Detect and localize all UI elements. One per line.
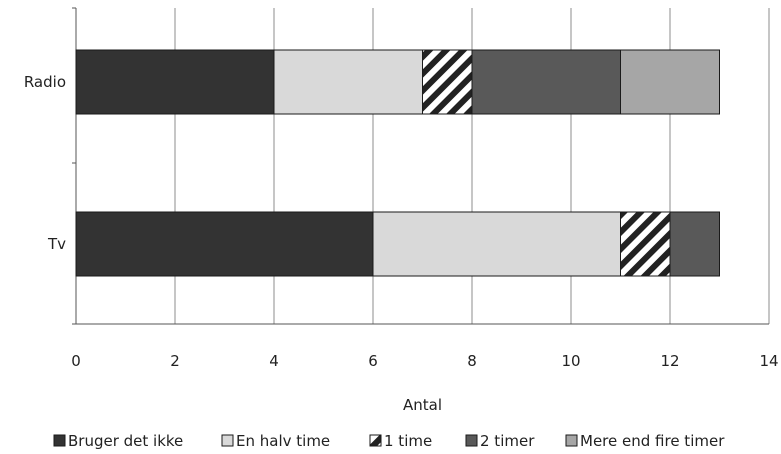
legend: Bruger det ikke En halv time 1 time 2 timer… <box>53 432 725 450</box>
legend-swatch <box>565 434 578 447</box>
bar-segment <box>471 49 621 115</box>
legend-swatch <box>465 434 478 447</box>
bar-segment <box>372 211 621 277</box>
x-tick-label: 0 <box>71 352 81 370</box>
legend-label: 1 time <box>384 432 432 450</box>
legend-label: En halv time <box>236 432 330 450</box>
bar-segment <box>620 49 720 115</box>
bar-segment <box>75 211 374 277</box>
tick-labels: 0 2 4 6 8 10 12 14 Radio Tv <box>24 73 779 370</box>
legend-label: Bruger det ikke <box>68 432 183 450</box>
bar-segment <box>75 49 275 115</box>
legend-swatch <box>221 434 234 447</box>
x-tick-label: 4 <box>269 352 279 370</box>
x-tick-label: 8 <box>467 352 477 370</box>
legend-swatch <box>53 434 66 447</box>
x-tick-label: 12 <box>660 352 679 370</box>
bar-segment <box>422 49 473 115</box>
x-tick-label: 10 <box>561 352 580 370</box>
x-axis-title: Antal <box>403 396 442 414</box>
legend-label: Mere end fire timer <box>580 432 725 450</box>
legend-label: 2 timer <box>480 432 535 450</box>
x-tick-label: 6 <box>368 352 378 370</box>
x-tick-label: 14 <box>759 352 778 370</box>
bar-segment <box>273 49 423 115</box>
bars <box>75 49 720 277</box>
bar-segment <box>669 211 720 277</box>
legend-swatch <box>369 434 382 447</box>
bar-segment <box>620 211 671 277</box>
x-tick-label: 2 <box>170 352 180 370</box>
category-label: Tv <box>47 235 66 253</box>
category-label: Radio <box>24 73 66 91</box>
